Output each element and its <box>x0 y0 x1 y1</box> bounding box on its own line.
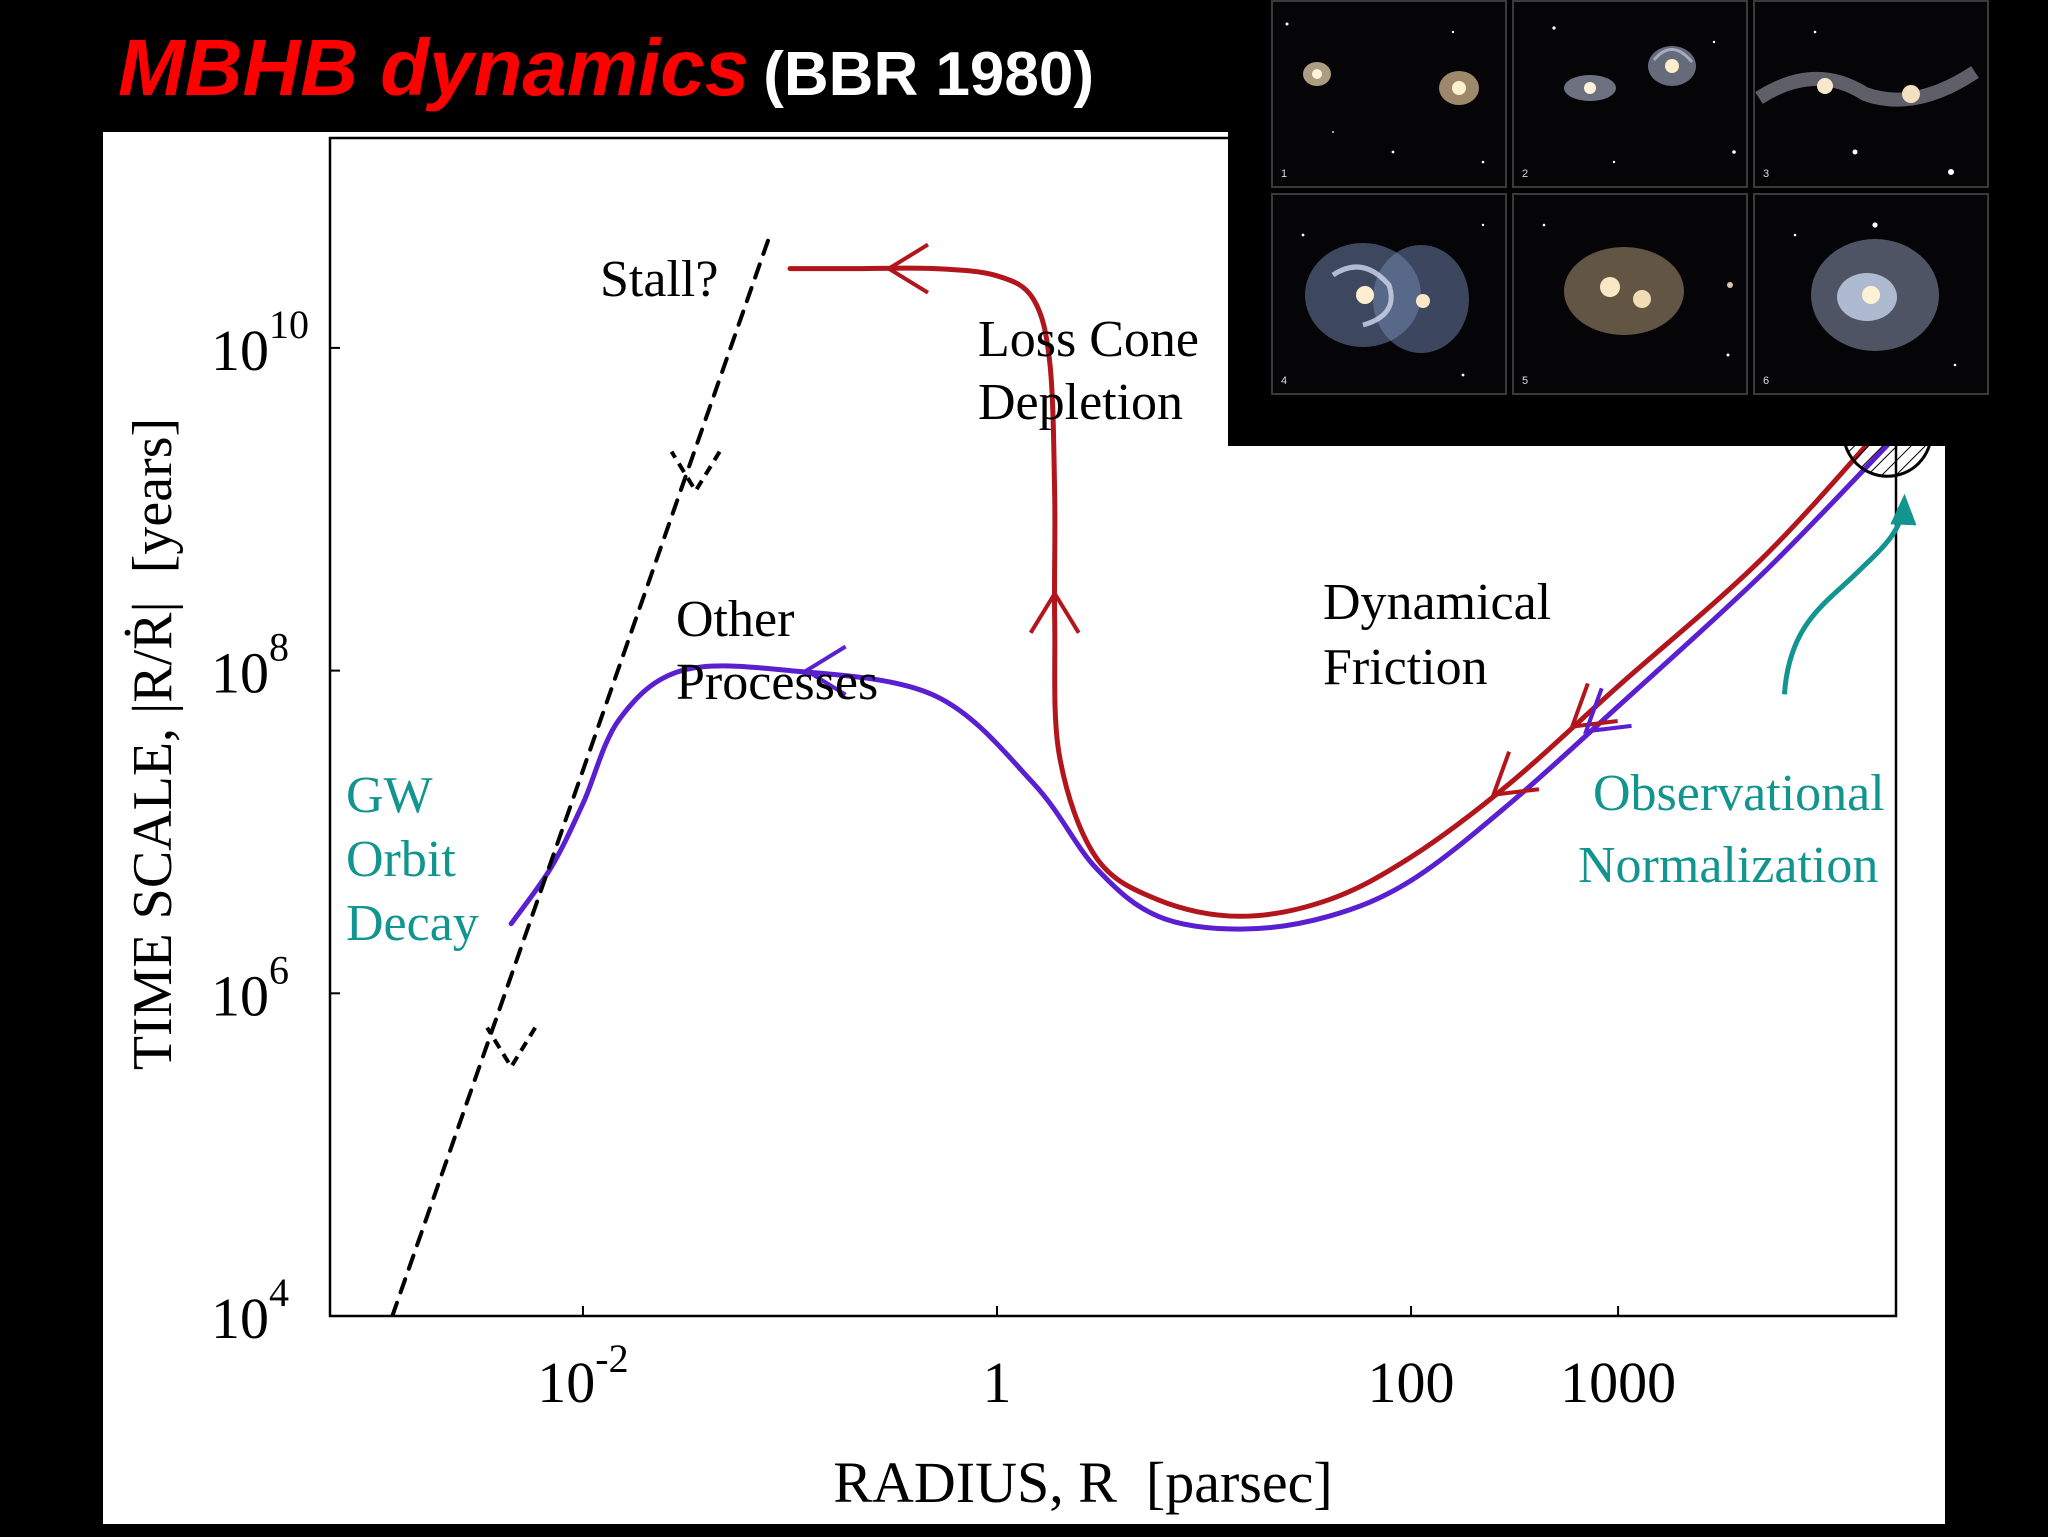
x-axis-ticks: 10-2 1 100 1000 <box>537 1306 1676 1415</box>
galaxy-tile-3: 3 <box>1753 0 1989 188</box>
annotation-dynamical-line1: Dynamical <box>1323 574 1551 631</box>
y-tick-base: 10 <box>211 641 269 706</box>
x-tick-base: 100 <box>1368 1350 1455 1415</box>
galaxy-tile-number: 2 <box>1522 168 1529 180</box>
galaxy-tile-number: 4 <box>1281 375 1288 387</box>
normalization-arrow <box>1781 502 1906 695</box>
series-loss-cone-arrow <box>1490 751 1540 798</box>
x-tick-exponent: -2 <box>595 1336 628 1381</box>
x-tick-label: 1 <box>983 1350 1012 1415</box>
tidal-tails-galaxies-icon <box>1755 30 1979 175</box>
y-tick-label: 1010 <box>211 302 309 383</box>
series-loss-cone-line <box>787 265 1890 919</box>
plot-frame <box>328 136 1898 1318</box>
merged-remnant-icon <box>1793 222 1957 367</box>
annotation-loss-cone-line2: Depletion <box>978 374 1183 431</box>
slide-title: MBHB dynamics (BBR 1980) <box>118 22 1094 114</box>
y-axis-label: TIME SCALE, |R/Ṙ| [years] <box>122 418 184 1070</box>
x-tick-base: 1 <box>983 1350 1012 1415</box>
x-axis-label: RADIUS, R [parsec] <box>833 1450 1332 1515</box>
annotation-dynamical-line2: Friction <box>1323 639 1488 696</box>
y-tick-exponent: 6 <box>269 947 289 992</box>
title-main: MBHB dynamics <box>118 23 750 112</box>
series-layer <box>390 233 1890 1316</box>
annotation-gw-line3: Decay <box>346 895 479 952</box>
series-other-processes-arrow <box>802 644 847 697</box>
annotation-obs-line1: Observational <box>1593 765 1885 822</box>
series-loss-cone-arrow <box>1028 589 1081 634</box>
x-tick-base: 10 <box>537 1350 595 1415</box>
y-tick-label: 108 <box>211 625 289 706</box>
annotation-other-line2: Processes <box>676 654 878 711</box>
y-tick-exponent: 8 <box>269 625 289 670</box>
galaxy-tile-5: 5 <box>1512 193 1748 395</box>
galaxy-tile-4: 4 <box>1271 193 1507 395</box>
annotation-obs-line2: Normalization <box>1578 837 1878 894</box>
galaxy-tile-number: 1 <box>1281 168 1288 180</box>
y-tick-exponent: 4 <box>269 1270 289 1315</box>
approaching-galaxies-icon <box>1552 26 1736 164</box>
galaxy-merger-sequence: 1 2 3 4 5 <box>1228 0 1998 446</box>
series-loss-cone-arrow <box>1569 682 1618 729</box>
y-tick-base: 10 <box>211 1286 269 1351</box>
galaxy-tile-2: 2 <box>1512 0 1748 188</box>
galaxy-tile-1: 1 <box>1271 0 1507 188</box>
series-gw-decay-line <box>390 233 772 1316</box>
y-tick-label: 104 <box>211 1270 289 1351</box>
galaxy-tile-6: 6 <box>1753 193 1989 395</box>
series-other-processes-arrow <box>1583 687 1632 734</box>
annotation-layer: Stall? Loss Cone Depletion Other Processes Dy… <box>346 251 1885 952</box>
series-gw-decay-arrow <box>669 450 722 495</box>
y-tick-base: 10 <box>211 318 269 383</box>
two-separate-galaxies-icon <box>1285 22 1485 164</box>
annotation-other-line1: Other <box>676 591 794 648</box>
y-tick-label: 106 <box>211 947 289 1028</box>
x-tick-label: 10-2 <box>537 1336 628 1415</box>
annotation-stall: Stall? <box>600 251 718 308</box>
galaxy-tile-number: 5 <box>1522 375 1529 387</box>
y-tick-exponent: 10 <box>269 302 309 347</box>
annotation-gw-line1: GW <box>346 767 433 824</box>
title-citation: (BBR 1980) <box>763 40 1095 109</box>
series-other-processes-line <box>508 442 1890 932</box>
series-loss-cone-arrow <box>884 242 930 295</box>
annotation-loss-cone-line1: Loss Cone <box>978 311 1199 368</box>
x-tick-label: 100 <box>1368 1350 1455 1415</box>
y-tick-base: 10 <box>211 963 269 1028</box>
series-gw-decay-arrow <box>485 1026 537 1071</box>
x-tick-base: 1000 <box>1560 1350 1676 1415</box>
galaxy-tile-number: 3 <box>1763 168 1770 180</box>
annotation-gw-line2: Orbit <box>346 831 456 888</box>
normalization-arrow-head <box>1890 493 1917 526</box>
overlapping-spirals-icon <box>1301 223 1485 377</box>
x-tick-label: 1000 <box>1560 1350 1676 1415</box>
merging-cores-icon <box>1542 223 1733 357</box>
galaxy-tile-number: 6 <box>1763 375 1770 387</box>
